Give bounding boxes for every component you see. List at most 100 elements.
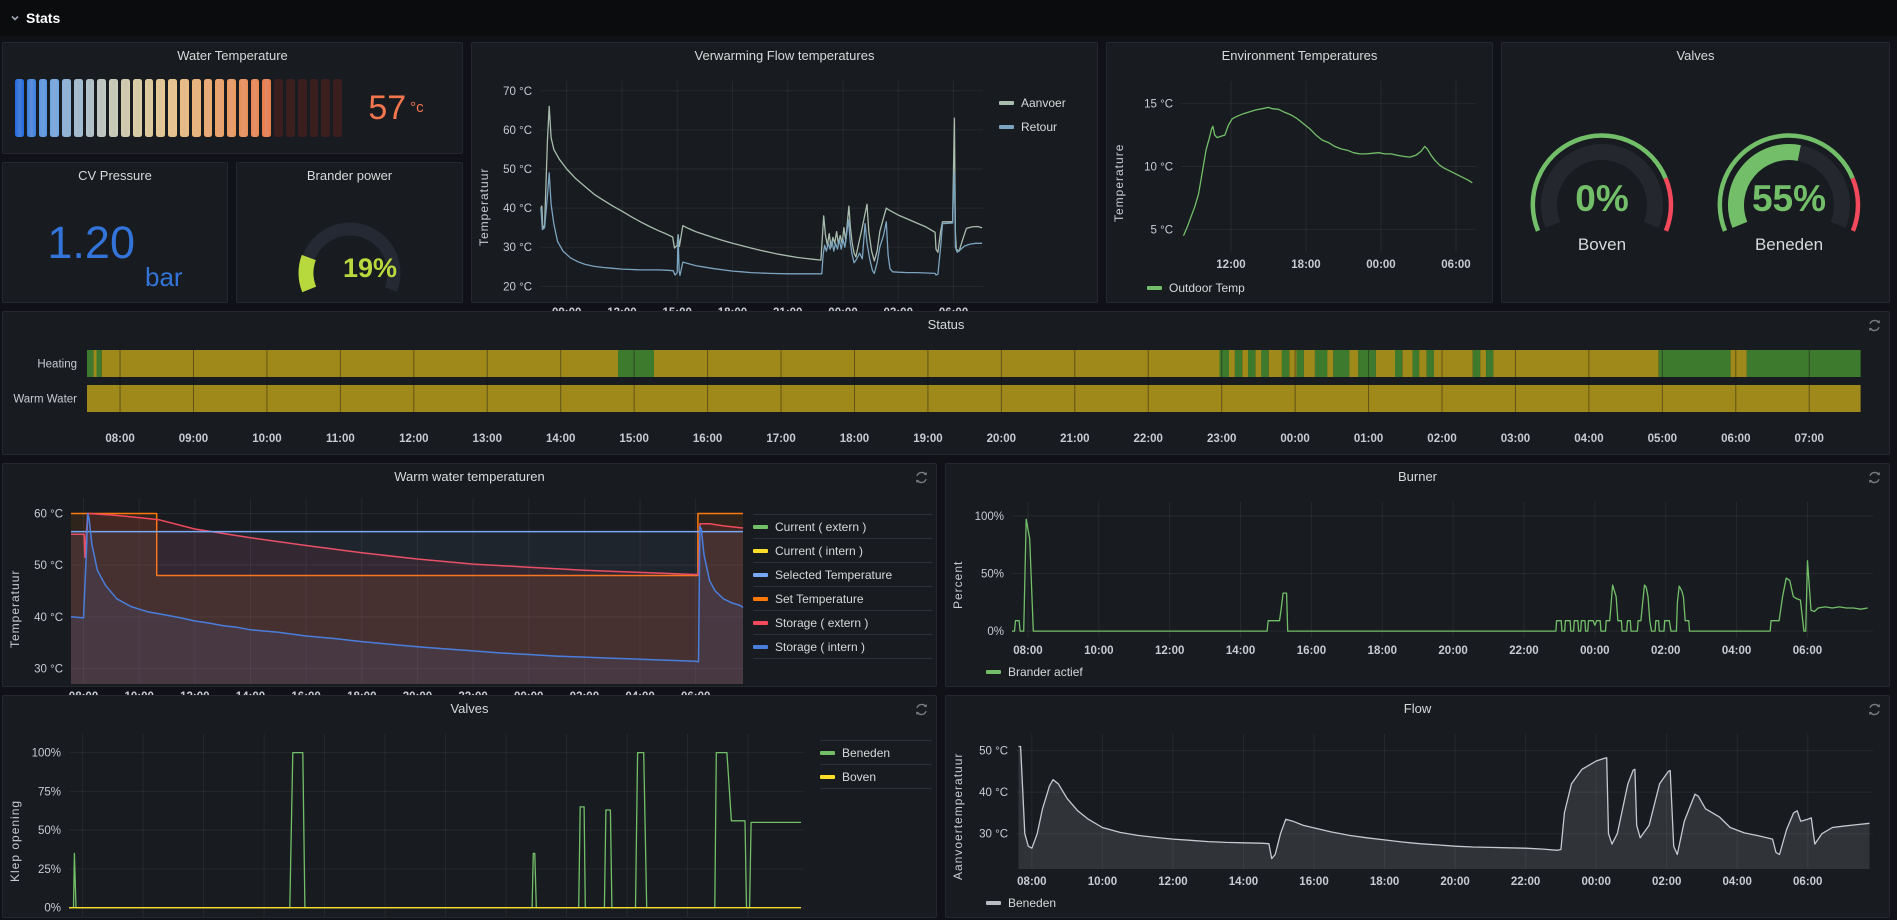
svg-text:04:00: 04:00 xyxy=(1574,433,1603,445)
panel-title-cv-pressure[interactable]: CV Pressure xyxy=(78,168,152,183)
y-axis-label-warm-water: Temperatuur xyxy=(8,569,22,649)
valves-gauges: 0% Boven 55% Beneden xyxy=(1506,67,1885,320)
verwarming-legend: Aanvoer Retour xyxy=(993,67,1093,326)
svg-text:19:00: 19:00 xyxy=(913,433,942,445)
legend-item-storage-intern[interactable]: Storage ( intern ) xyxy=(753,634,932,659)
refresh-icon[interactable] xyxy=(914,702,929,717)
led-cell xyxy=(297,79,307,137)
burner-svg[interactable]: 08:00 10:00 12:00 14:00 16:00 18:00 20:00 22:00… xyxy=(966,488,1885,662)
legend-label: Current ( extern ) xyxy=(775,519,867,534)
legend-label: Current ( intern ) xyxy=(775,543,864,558)
svg-text:09:00: 09:00 xyxy=(179,433,208,445)
burner-chart[interactable]: 08:00 10:00 12:00 14:00 16:00 18:00 20:00 22:00… xyxy=(966,488,1885,662)
cv-pressure-stat: 1.20 bar xyxy=(7,187,223,298)
led-cell xyxy=(109,79,119,137)
legend-item-selected-temperature[interactable]: Selected Temperature xyxy=(753,562,932,586)
panel-title-water-temperature[interactable]: Water Temperature xyxy=(177,48,288,63)
legend-item-beneden[interactable]: Beneden xyxy=(820,740,932,764)
panel-title-flow[interactable]: Flow xyxy=(1403,701,1432,716)
panel-title-warm-water[interactable]: Warm water temperaturen xyxy=(394,469,545,484)
legend-label: Storage ( extern ) xyxy=(775,615,869,630)
status-timeline[interactable]: Heating Warm Water 08:00 09:00 10:00 11:00 12:… xyxy=(7,336,1885,450)
legend-item-storage-extern[interactable]: Storage ( extern ) xyxy=(753,610,932,634)
svg-text:70 °C: 70 °C xyxy=(503,86,532,98)
panel-title-brander-power[interactable]: Brander power xyxy=(306,168,393,183)
y-axis-label-flow: Aanvoertemperatuur xyxy=(951,752,965,881)
led-cell xyxy=(50,79,60,137)
legend-label: Beneden xyxy=(1008,896,1057,910)
svg-text:50 °C: 50 °C xyxy=(979,746,1008,758)
warm-water-svg[interactable]: 08:0010:0012:0014:0016:0018:0020:0022:00… xyxy=(23,488,747,710)
row-title[interactable]: Stats xyxy=(26,10,61,26)
valves-chart-svg[interactable]: 08:0010:0012:0014:0016:0018:0020:0022:00… xyxy=(23,720,814,920)
svg-text:10:00: 10:00 xyxy=(252,433,281,445)
legend-label: Set Temperature xyxy=(775,591,864,606)
panel-title-status[interactable]: Status xyxy=(927,317,965,332)
svg-text:08:00: 08:00 xyxy=(1017,876,1046,888)
svg-text:22:00: 22:00 xyxy=(1134,433,1163,445)
panel-flow: Flow Aanvoertemperatuur 08:00 10:00 12:00 1… xyxy=(945,695,1890,918)
legend-item-current-extern[interactable]: Current ( extern ) xyxy=(753,514,932,538)
svg-text:02:00: 02:00 xyxy=(1427,433,1456,445)
panel-title-burner[interactable]: Burner xyxy=(1397,469,1438,484)
valves-chart[interactable]: 08:0010:0012:0014:0016:0018:0020:0022:00… xyxy=(23,720,814,920)
svg-text:08:00: 08:00 xyxy=(1013,645,1042,657)
status-timeline-svg[interactable]: Heating Warm Water 08:00 09:00 10:00 11:00 12:… xyxy=(7,336,1885,450)
svg-text:30 °C: 30 °C xyxy=(979,829,1008,841)
svg-text:20:00: 20:00 xyxy=(987,433,1016,445)
legend-item-outdoor-temp[interactable]: Outdoor Temp xyxy=(1147,281,1245,295)
svg-text:0%: 0% xyxy=(44,903,61,915)
svg-text:21:00: 21:00 xyxy=(1060,433,1089,445)
refresh-icon[interactable] xyxy=(1867,470,1882,485)
legend-item-set-temperature[interactable]: Set Temperature xyxy=(753,586,932,610)
legend-item-aanvoer[interactable]: Aanvoer xyxy=(999,93,1093,113)
led-cell xyxy=(285,79,295,137)
environment-svg[interactable]: 12:00 18:00 00:00 06:00 5 °C 10 °C 15 °C xyxy=(1127,67,1488,278)
led-cell xyxy=(121,79,130,137)
power-gauge-svg: 19% xyxy=(298,222,400,292)
flow-svg[interactable]: 08:00 10:00 12:00 14:00 16:00 18:00 20:00 22:00… xyxy=(966,720,1885,893)
refresh-icon[interactable] xyxy=(914,470,929,485)
legend-item-current-intern[interactable]: Current ( intern ) xyxy=(753,538,932,562)
svg-text:60 °C: 60 °C xyxy=(503,125,532,137)
legend-item-boven[interactable]: Boven xyxy=(820,764,932,789)
svg-text:15:00: 15:00 xyxy=(619,433,648,445)
flow-chart[interactable]: 08:00 10:00 12:00 14:00 16:00 18:00 20:00 22:00… xyxy=(966,720,1885,893)
panel-title-valves-gauges[interactable]: Valves xyxy=(1676,48,1715,63)
panel-valves-chart: Valves Klep opening 08:0010:0012:0014:00… xyxy=(2,695,937,918)
svg-text:0%: 0% xyxy=(987,626,1004,638)
warm-water-chart[interactable]: 08:0010:0012:0014:0016:0018:0020:0022:00… xyxy=(23,488,747,710)
svg-text:18:00: 18:00 xyxy=(1370,876,1399,888)
svg-text:02:00: 02:00 xyxy=(1652,876,1681,888)
chevron-down-icon[interactable] xyxy=(10,13,20,23)
environment-legend: Outdoor Temp xyxy=(1111,278,1488,298)
verwarming-flow-svg[interactable]: 09:0012:0015:0018:0021:0000:0003:0006:00… xyxy=(492,67,993,326)
panel-title-verwarming[interactable]: Verwarming Flow temperatures xyxy=(694,48,875,63)
legend-swatch xyxy=(999,125,1014,129)
svg-text:12:00: 12:00 xyxy=(399,433,428,445)
panel-title-environment[interactable]: Environment Temperatures xyxy=(1221,48,1378,63)
panel-title-valves-chart[interactable]: Valves xyxy=(450,701,489,716)
legend-swatch xyxy=(820,774,835,779)
legend-item-beneden[interactable]: Beneden xyxy=(986,896,1056,910)
svg-text:13:00: 13:00 xyxy=(473,433,502,445)
refresh-icon[interactable] xyxy=(1867,702,1882,717)
valves-legend: Beneden Boven xyxy=(814,720,932,920)
svg-text:17:00: 17:00 xyxy=(766,433,795,445)
svg-text:22:00: 22:00 xyxy=(1511,876,1540,888)
svg-text:22:00: 22:00 xyxy=(1509,645,1538,657)
brander-power-value: 19% xyxy=(342,253,396,283)
legend-swatch xyxy=(986,670,1001,674)
led-cell xyxy=(85,79,95,137)
legend-item-retour[interactable]: Retour xyxy=(999,117,1093,137)
environment-chart[interactable]: 12:00 18:00 00:00 06:00 5 °C 10 °C 15 °C xyxy=(1127,67,1488,278)
verwarming-chart[interactable]: 09:0012:0015:0018:0021:0000:0003:0006:00… xyxy=(492,67,993,326)
dashboard-row-header[interactable]: Stats xyxy=(0,0,1897,36)
legend-item-brander-actief[interactable]: Brander actief xyxy=(986,665,1083,679)
refresh-icon[interactable] xyxy=(1867,318,1882,333)
legend-swatch xyxy=(1147,286,1162,290)
svg-text:Warm Water: Warm Water xyxy=(13,394,77,406)
svg-text:18:00: 18:00 xyxy=(1291,259,1320,271)
svg-text:03:00: 03:00 xyxy=(1501,433,1530,445)
y-axis-label-valves: Klep opening xyxy=(8,799,22,882)
